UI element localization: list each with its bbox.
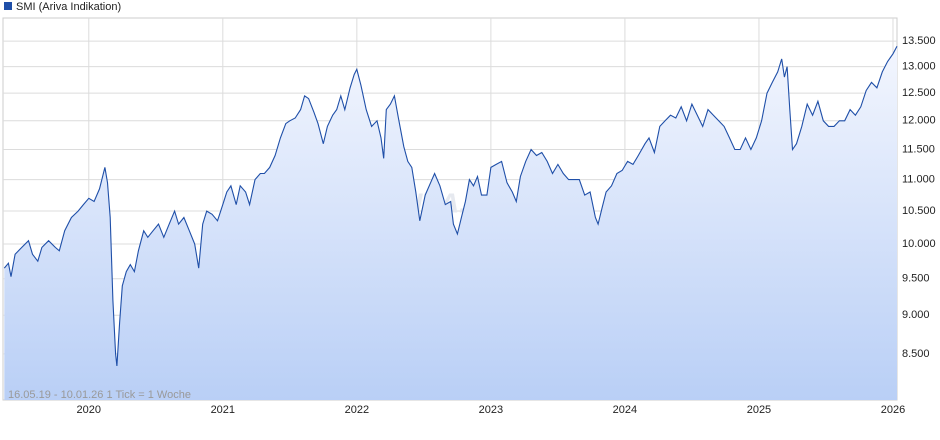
y-tick-label: 13.500 xyxy=(902,35,936,47)
y-tick-label: 12.500 xyxy=(902,87,936,99)
legend-label: SMI (Ariva Indikation) xyxy=(16,1,121,13)
area xyxy=(4,46,898,400)
y-tick-label: 11.500 xyxy=(902,143,935,155)
x-tick-label: 2025 xyxy=(747,404,771,416)
note: 16.05.19 - 10.01.26 1 Tick = 1 Woche xyxy=(8,389,191,401)
y-tick-label: 9.000 xyxy=(902,309,930,321)
x-tick-label: 2021 xyxy=(211,404,235,416)
line xyxy=(3,45,898,367)
x-tick-label: 2026 xyxy=(881,404,905,416)
x-tick-label: 2023 xyxy=(479,404,503,416)
x-tick-label: 2020 xyxy=(77,404,101,416)
y-tick-label: 13.000 xyxy=(902,61,936,73)
y-tick-label: 12.000 xyxy=(902,115,936,127)
x-tick-label: 2022 xyxy=(345,404,369,416)
y-tick-label: 11.000 xyxy=(902,174,935,186)
y-tick-label: 8.500 xyxy=(902,348,930,360)
x-tick-label: 2024 xyxy=(613,404,637,416)
legend-swatch xyxy=(4,2,12,10)
y-tick-label: 9.500 xyxy=(902,273,930,285)
y-tick-label: 10.000 xyxy=(902,238,936,250)
y-tick-label: 10.500 xyxy=(902,205,936,217)
